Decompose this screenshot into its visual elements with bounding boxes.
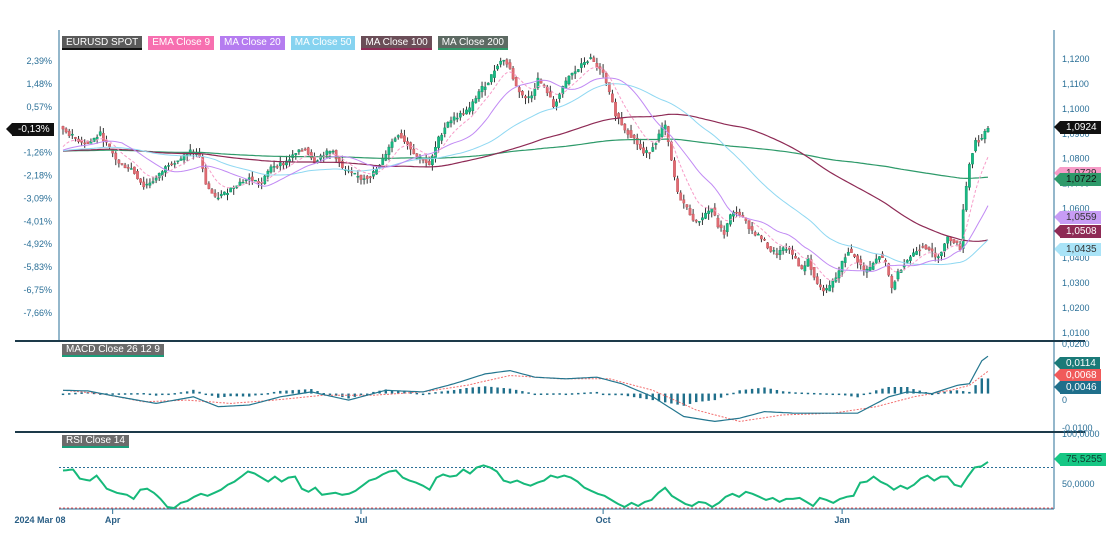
price-value-tag: 1,0508 <box>1054 224 1101 238</box>
candles <box>61 53 990 296</box>
legend-ma-close-20[interactable]: MA Close 20 <box>220 36 285 50</box>
left-axis-tick: -5,83% <box>23 262 52 272</box>
ema9-line <box>62 66 989 281</box>
rsi-line <box>62 461 989 510</box>
macd-value-tag: 0,0114 <box>1054 356 1100 370</box>
macd-axis-tick: 0 <box>1062 395 1067 405</box>
left-axis-tick: -2,18% <box>23 171 52 181</box>
left-axis-tick: -3,09% <box>23 193 52 203</box>
main-legend: EURUSD SPOT EMA Close 9 MA Close 20 MA C… <box>62 36 508 50</box>
price-value-tag: 1,0435 <box>1054 242 1101 256</box>
macd-panel-label[interactable]: MACD Close 26 12 9 <box>62 344 164 357</box>
right-axis-tick: 1,0400 <box>1062 253 1090 263</box>
rsi-value-tag: 75,5255 <box>1053 452 1107 466</box>
price-value-tag: 1,0924 <box>1054 121 1101 135</box>
right-axis-tick: 1,0300 <box>1062 278 1090 288</box>
left-axis-tick: -4,92% <box>23 239 52 249</box>
legend-ma-close-100[interactable]: MA Close 100 <box>361 36 432 50</box>
left-axis-tick: -6,75% <box>23 285 52 295</box>
left-axis-tick: -7,66% <box>23 308 52 318</box>
right-axis-tick: 1,0600 <box>1062 203 1090 213</box>
legend-ma-close-200[interactable]: MA Close 200 <box>437 36 508 50</box>
right-axis-tick: 1,0200 <box>1062 303 1090 313</box>
left-axis-tick: -1,26% <box>23 148 52 158</box>
macd-axis-tick: 0,0200 <box>1062 339 1090 349</box>
ma200-line <box>62 138 989 180</box>
right-axis-tick: 1,0800 <box>1062 154 1090 164</box>
ma20-line <box>62 77 989 273</box>
price-value-tag: 1,0559 <box>1054 210 1101 224</box>
right-axis-tick: 1,1100 <box>1062 79 1089 89</box>
macd-line <box>62 355 989 423</box>
left-axis-tick: -4,01% <box>23 216 52 226</box>
macd-histogram <box>61 378 990 406</box>
x-axis-label: Jan <box>834 515 850 525</box>
x-axis-label: Jul <box>354 515 367 525</box>
legend-eurusd-spot[interactable]: EURUSD SPOT <box>62 36 143 50</box>
legend-ma-close-50[interactable]: MA Close 50 <box>290 36 356 50</box>
x-axis-label: 2024 Mar 08 <box>14 515 65 525</box>
ma50-line <box>62 83 989 266</box>
macd-signal-line <box>62 370 989 422</box>
rsi-panel-label[interactable]: RSI Close 14 <box>62 435 129 448</box>
x-axis-label: Apr <box>105 515 121 525</box>
percent-value-tag: -0,13% <box>6 122 54 136</box>
macd-value-tag: 0,0068 <box>1054 368 1101 382</box>
legend-ema-close-9[interactable]: EMA Close 9 <box>148 36 215 50</box>
price-value-tag: 1,0722 <box>1054 173 1101 187</box>
macd-value-tag: 0,0046 <box>1054 380 1101 394</box>
ma100-line <box>62 113 989 242</box>
rsi-axis-tick: 50,0000 <box>1062 479 1095 489</box>
right-axis-tick: 1,1000 <box>1062 104 1090 114</box>
right-axis-tick: 1,0100 <box>1062 328 1090 338</box>
rsi-axis-tick: 100,0000 <box>1062 429 1100 439</box>
right-axis-tick: 1,1200 <box>1062 54 1090 64</box>
left-axis-tick: 1,48% <box>26 79 52 89</box>
x-axis-label: Oct <box>596 515 611 525</box>
macd-axis-tick: -0,0100 <box>1062 423 1093 433</box>
left-axis-tick: 0,57% <box>26 102 52 112</box>
left-axis-tick: 2,39% <box>26 56 52 66</box>
